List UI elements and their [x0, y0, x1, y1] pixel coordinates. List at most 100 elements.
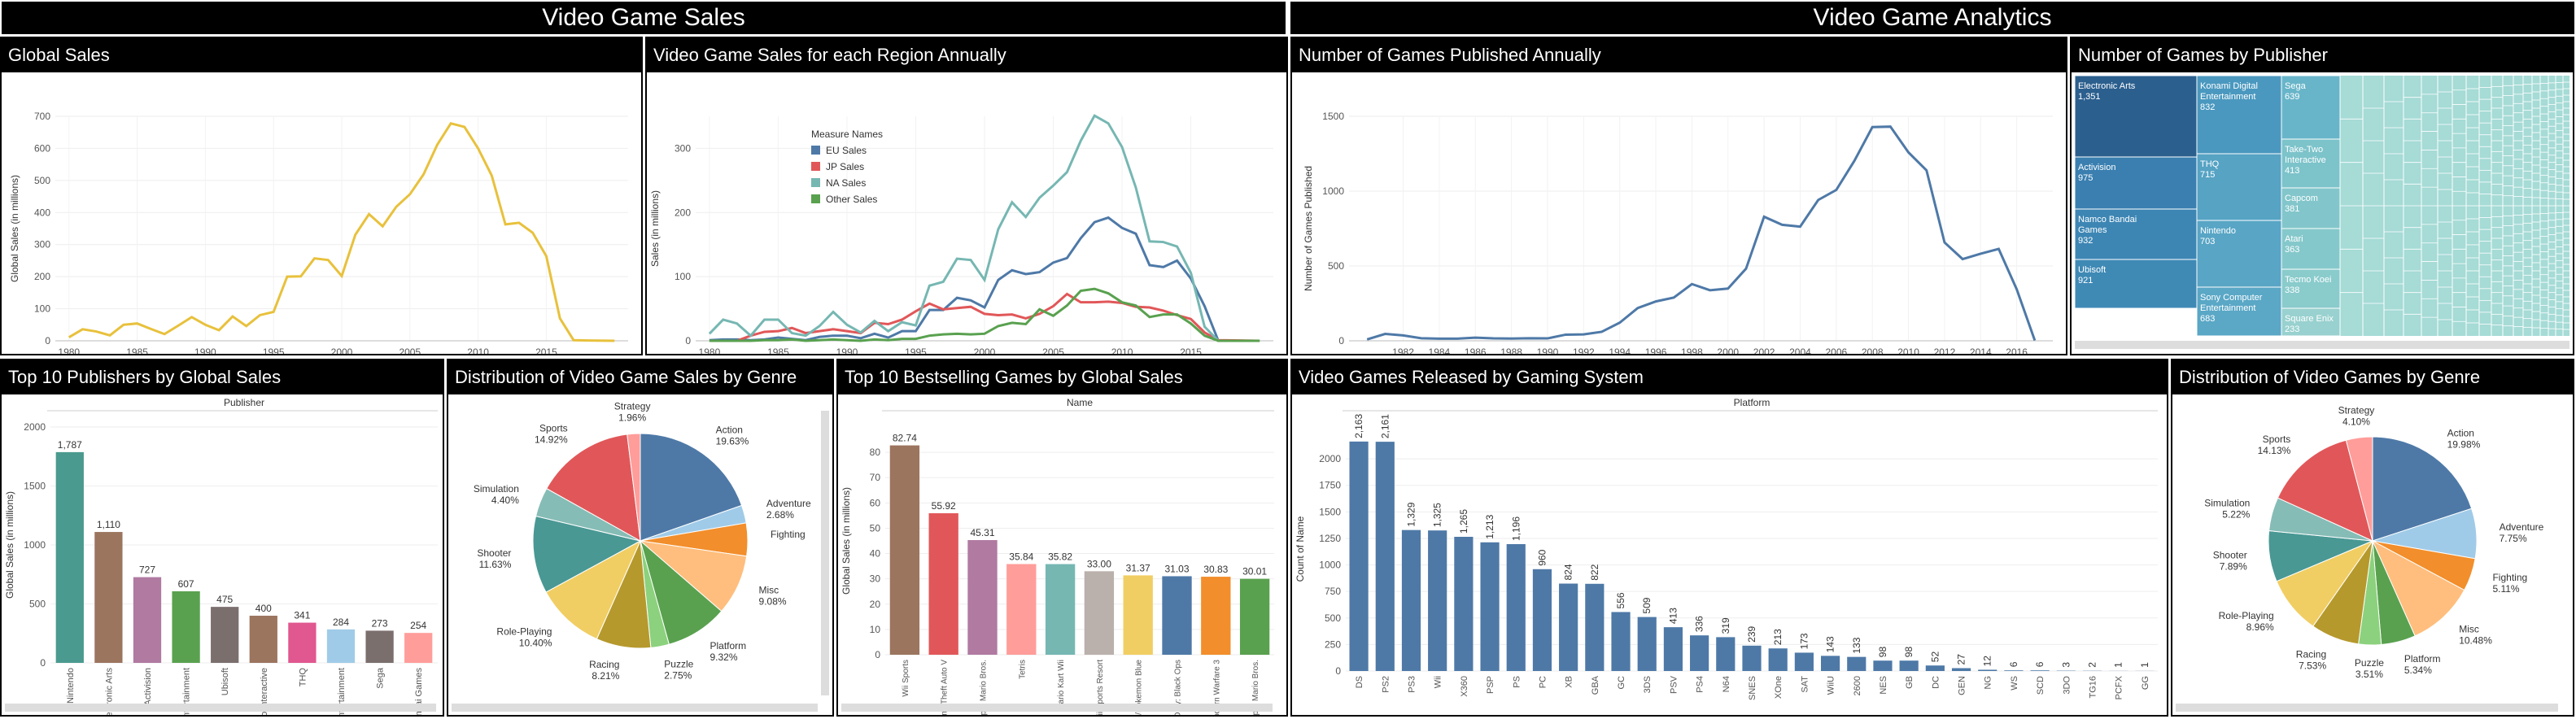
- data-label: 1,329: [1405, 502, 1417, 526]
- global-sales-chart[interactable]: 0 100 200 300 400 500 600 700 1980 1985 1990 1995 20…: [2, 72, 641, 354]
- y-tick-label: 0: [1335, 665, 1341, 677]
- column-header: Name: [1067, 397, 1093, 408]
- top-games-chart[interactable]: Name 0 10 20 30 40 50 60 70 80 Global Sales (in mi…: [838, 394, 1286, 715]
- pie-label: Sports: [2263, 434, 2291, 445]
- y-tick-label: 100: [675, 271, 691, 282]
- category-label: Wii: [1434, 676, 1443, 688]
- y-tick-label: 1000: [1322, 185, 1344, 197]
- y-axis-label: Global Sales (in millions): [9, 175, 20, 282]
- x-tick-label: 2014: [1970, 346, 1992, 355]
- data-label: 133: [1851, 637, 1862, 653]
- y-tick-label: 0: [40, 657, 46, 669]
- y-tick-label: 750: [1325, 586, 1341, 597]
- panel-top-publishers: Top 10 Publishers by Global Sales Publis…: [0, 359, 444, 717]
- legend-entry: EU Sales: [826, 145, 867, 156]
- bar: [404, 633, 433, 663]
- horizontal-scrollbar: [2075, 341, 2569, 349]
- pie-slice-strategy: [2345, 436, 2373, 542]
- x-tick-label: 2000: [1717, 346, 1739, 355]
- y-tick-label: 10: [870, 624, 881, 635]
- bar: [1820, 656, 1840, 671]
- pie-percent: 5.11%: [2492, 583, 2519, 595]
- y-axis-label: Global Sales (in millions): [4, 491, 15, 599]
- category-label: Sega: [376, 667, 386, 689]
- data-label: 1,265: [1458, 509, 1469, 534]
- legend-entry: NA Sales: [826, 177, 866, 189]
- y-tick-label: 500: [29, 599, 46, 610]
- panel-title: Top 10 Bestselling Games by Global Sales: [838, 360, 1286, 394]
- treemap-label: Namco Bandai: [2078, 215, 2137, 224]
- data-label: 1,110: [97, 519, 120, 530]
- category-label: GB: [1905, 676, 1915, 689]
- pie-label: Action: [2447, 428, 2474, 439]
- y-tick-label: 2000: [24, 421, 46, 433]
- pie-label: Adventure: [2500, 521, 2544, 533]
- category-label: Ubisoft: [220, 668, 230, 695]
- treemap-label: Square Enix: [2285, 314, 2334, 324]
- data-label: 30.01: [1242, 566, 1267, 577]
- y-tick-label: 500: [1325, 612, 1341, 624]
- treemap-value: 413: [2285, 166, 2299, 176]
- y-tick-label: 600: [34, 142, 50, 154]
- treemap-value: 932: [2078, 236, 2093, 246]
- treemap-value: 1,351: [2078, 92, 2101, 102]
- panel-region-sales: Video Game Sales for each Region Annuall…: [645, 37, 1288, 355]
- bar: [288, 622, 317, 663]
- data-label: 319: [1720, 617, 1731, 634]
- data-label: 607: [178, 578, 194, 590]
- pie-slice-action: [2372, 436, 2473, 542]
- bar: [1559, 583, 1578, 671]
- treemap-label: Electronic Arts: [2078, 81, 2136, 91]
- data-label: 1,213: [1484, 514, 1495, 538]
- top-publishers-chart[interactable]: Publisher 0 500 1000 1500 2000 Global Sales (i…: [2, 394, 443, 715]
- treemap-label: Nintendo: [2200, 226, 2236, 236]
- category-label: XOne: [1774, 676, 1784, 699]
- y-axis-label: Number of Games Published: [1303, 166, 1314, 291]
- category-label: Electronic Arts: [104, 668, 114, 717]
- games-published-chart[interactable]: 0 500 1000 1500 1982 1984 1986 1988 1990 1992 1994…: [1292, 72, 2066, 354]
- y-tick-label: 200: [675, 207, 691, 218]
- x-tick-label: 2015: [1180, 346, 1202, 355]
- y-tick-label: 1500: [1319, 506, 1341, 517]
- pie-percent: 14.92%: [535, 434, 568, 445]
- series-line-jp-sales: [709, 292, 1260, 342]
- pie-slice-sports: [2277, 439, 2373, 542]
- pie-label: Racing: [2296, 648, 2326, 660]
- category-label: Tetris: [1018, 660, 1027, 679]
- category-label: Super Mario Bros.: [980, 660, 989, 717]
- x-tick-label: 1995: [905, 346, 927, 355]
- data-label: 35.82: [1048, 551, 1072, 563]
- data-label: 1,196: [1510, 516, 1522, 541]
- category-label: XB: [1565, 676, 1574, 688]
- legend-swatch: [811, 162, 820, 171]
- pie-label: Sports: [539, 422, 568, 434]
- category-label: Grand Theft Auto V: [941, 660, 950, 717]
- treemap-value: 639: [2285, 92, 2299, 102]
- category-label: Nintendo: [66, 668, 76, 704]
- data-label: 413: [1667, 608, 1679, 624]
- horizontal-scrollbar: [5, 704, 436, 712]
- treemap-label: Entertainment: [2200, 303, 2255, 313]
- data-label: 1,325: [1432, 503, 1443, 527]
- x-tick-label: 2005: [399, 346, 421, 355]
- genre-sales-pie[interactable]: Action19.63%Adventure2.68%FightingMisc9.…: [448, 394, 832, 715]
- panel-gaming-systems: Video Games Released by Gaming System Pl…: [1290, 359, 2168, 717]
- pie-percent: 5.34%: [2404, 665, 2432, 676]
- pie-label: Fighting: [2492, 572, 2527, 583]
- x-tick-label: 1986: [1465, 346, 1487, 355]
- x-tick-label: 2004: [1789, 346, 1811, 355]
- bar: [1454, 537, 1474, 671]
- x-tick-label: 2010: [1897, 346, 1919, 355]
- series-line-na-sales: [708, 114, 1260, 342]
- x-tick-label: 2005: [1042, 346, 1064, 355]
- panel-games-published: Number of Games Published Annually 0 500 1…: [1290, 37, 2067, 355]
- category-label: Konami Digital Entertainment: [337, 668, 347, 717]
- y-tick-label: 1250: [1319, 533, 1341, 544]
- region-sales-chart[interactable]: 0 100 200 300 1980 1985 1990 1995 2000 2005 2010 20…: [647, 72, 1286, 354]
- category-label: Call of Duty: Modern Warfare 3: [1212, 660, 1221, 717]
- y-tick-label: 1000: [1319, 560, 1341, 571]
- bar: [1794, 652, 1814, 671]
- gaming-systems-chart[interactable]: Platform 0 250 500 750 1000 1250 1500 1750 2000 Co…: [1292, 394, 2167, 715]
